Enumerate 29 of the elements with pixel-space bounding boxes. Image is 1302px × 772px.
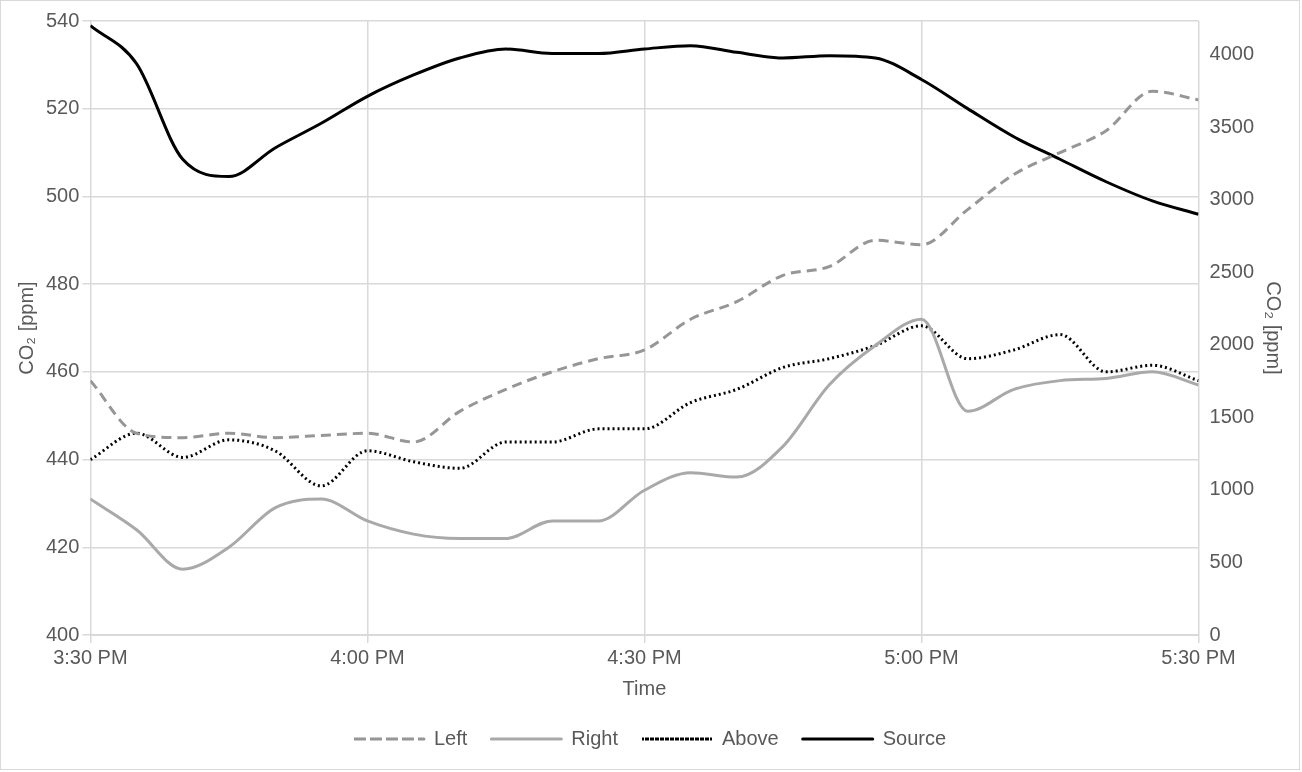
y-axis-title: CO₂ [ppm] xyxy=(14,281,37,375)
legend-label: Left xyxy=(433,726,468,749)
x-axis-title: Time xyxy=(622,676,667,699)
y-tick-label: 540 xyxy=(45,8,80,31)
legend-label: Source xyxy=(882,726,947,749)
y2-tick-label: 3500 xyxy=(1209,114,1255,137)
y2-tick-label: 3000 xyxy=(1209,187,1255,210)
y-tick-label: 480 xyxy=(45,271,80,294)
y2-axis-title: CO₂ [ppm] xyxy=(1263,281,1286,375)
x-tick-label: 4:30 PM xyxy=(607,645,682,668)
y2-tick-label: 0 xyxy=(1209,622,1221,645)
y-tick-label: 520 xyxy=(45,96,80,119)
y-tick-label: 460 xyxy=(45,359,80,382)
y2-tick-label: 1500 xyxy=(1209,404,1255,427)
y2-tick-label: 2500 xyxy=(1209,259,1255,282)
y2-tick-label: 1000 xyxy=(1209,477,1255,500)
y-tick-label: 440 xyxy=(45,447,80,470)
legend-label: Right xyxy=(571,726,619,749)
legend-label: Above xyxy=(721,726,779,749)
y2-tick-label: 4000 xyxy=(1209,42,1255,65)
x-tick-label: 3:30 PM xyxy=(53,645,128,668)
x-tick-label: 5:00 PM xyxy=(884,645,959,668)
y2-tick-label: 2000 xyxy=(1209,332,1255,355)
y2-tick-label: 500 xyxy=(1209,549,1243,572)
y-tick-label: 500 xyxy=(45,183,80,206)
y-tick-label: 420 xyxy=(45,534,80,557)
x-tick-label: 5:30 PM xyxy=(1161,645,1236,668)
y-tick-label: 400 xyxy=(45,622,80,645)
x-tick-label: 4:00 PM xyxy=(330,645,405,668)
